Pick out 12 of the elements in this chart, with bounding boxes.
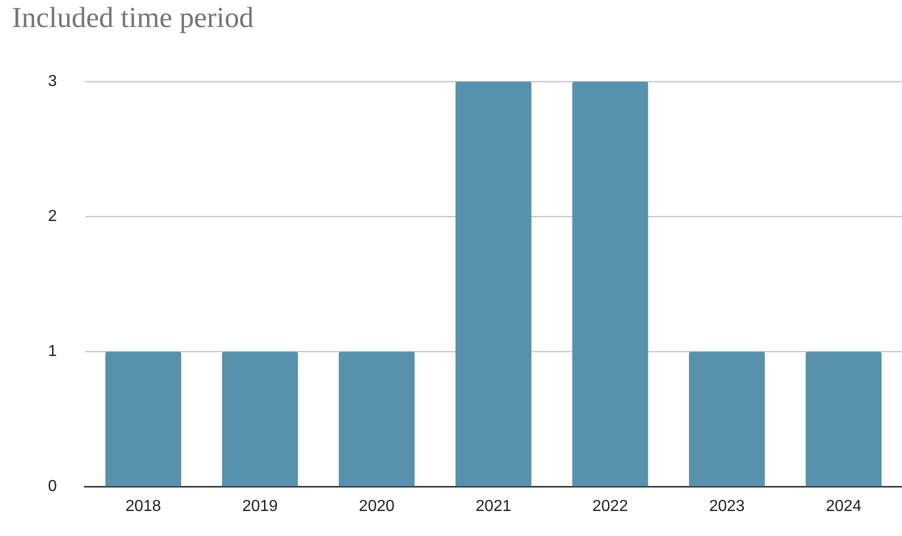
x-tick-label: 2024 — [826, 498, 862, 515]
x-tick-label: 2021 — [476, 498, 512, 515]
chart-title: Included time period — [12, 2, 254, 35]
y-tick-label: 0 — [48, 478, 57, 496]
y-tick-label: 1 — [48, 343, 57, 360]
x-tick-label: 2022 — [592, 498, 628, 515]
x-tick-label: 2019 — [242, 498, 278, 515]
x-tick-label: 2023 — [709, 498, 745, 515]
y-tick-label: 3 — [48, 73, 57, 90]
x-tick-label: 2018 — [125, 498, 162, 515]
y-tick-label: 2 — [48, 208, 57, 226]
x-tick-label: 2020 — [358, 498, 395, 515]
